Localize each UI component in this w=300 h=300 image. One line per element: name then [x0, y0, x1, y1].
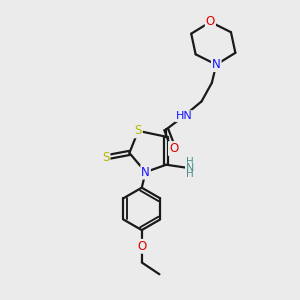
Text: O: O [169, 142, 178, 155]
Text: S: S [134, 124, 142, 137]
Text: H: H [186, 158, 194, 167]
Text: N: N [141, 166, 150, 178]
Text: N: N [212, 58, 220, 71]
Text: S: S [102, 151, 110, 164]
Text: H: H [186, 169, 194, 179]
Text: N: N [186, 163, 194, 173]
Text: O: O [137, 240, 146, 253]
Text: HN: HN [176, 111, 192, 121]
Text: O: O [206, 15, 215, 28]
